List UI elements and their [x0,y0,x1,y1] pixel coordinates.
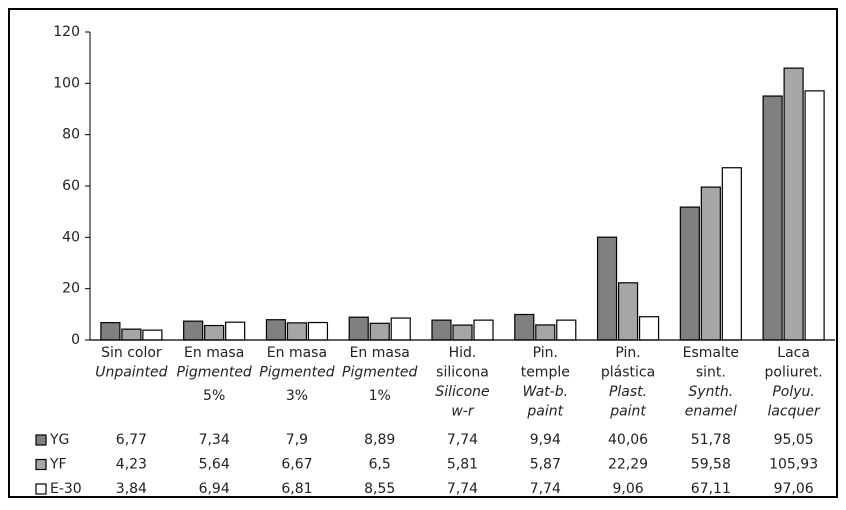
x-tick-label-en: Plast. [609,384,647,400]
table-value: 6,94 [199,481,230,497]
y-tick-label: 40 [62,229,80,245]
x-tick-label-en: Wat-b. [523,384,569,400]
table-value: 105,93 [769,457,818,473]
bar [783,67,804,341]
table-value: 51,78 [691,432,731,448]
bar [307,321,329,341]
table-value: 6,77 [116,432,147,448]
table-value: 40,06 [608,432,648,448]
bar [121,328,142,341]
bar [556,319,577,341]
x-tick-note: 1% [369,388,391,404]
x-tick-label: silicona [436,365,489,381]
x-tick-label-en: Synth. [688,384,733,400]
legend-swatch [35,483,47,495]
x-tick-label: Hid. [449,345,477,361]
y-tick-label: 60 [62,178,80,194]
bar [638,316,660,341]
x-tick-label-en: Pigmented [176,365,251,381]
x-tick-label: Pin. [615,345,640,361]
table-value: 7,74 [447,432,478,448]
x-tick-label: temple [521,365,570,381]
table-value: 7,74 [447,481,478,497]
x-tick-label: En masa [267,345,327,361]
table-value: 9,06 [612,481,643,497]
y-tick-label: 20 [62,281,80,297]
x-tick-label-en: lacquer [767,404,821,420]
bar [721,167,742,341]
table-value: 6,5 [369,457,391,473]
legend-label: YG [49,432,69,448]
x-tick-label: plástica [601,365,655,381]
bar [700,186,721,341]
bar [204,324,225,341]
legend-label: YF [49,457,67,473]
legend-swatch [35,434,47,446]
x-tick-label-en: Silicone [435,384,489,400]
bar [369,322,390,341]
x-tick-label-en: Unpainted [95,365,167,381]
bar [431,319,452,341]
x-tick-label-en: Pigmented [259,365,334,381]
x-tick-label-en: paint [526,404,563,420]
x-tick-label-en: Pigmented [342,365,417,381]
bar [452,324,473,341]
bar [473,319,494,341]
bar [265,319,287,341]
y-tick-label: 0 [71,332,80,348]
bar [142,329,163,341]
bar [390,317,411,341]
table-value: 95,05 [774,432,814,448]
bar [617,282,639,341]
y-tick-label: 100 [53,75,80,91]
x-tick-label-en: w-r [451,404,475,420]
legend-swatch [35,458,47,471]
bar [596,236,618,341]
table-value: 7,9 [286,432,308,448]
x-tick-label: Laca [777,345,810,361]
x-tick-label-en: enamel [685,404,737,420]
x-tick-label: sint. [696,365,726,381]
x-tick-label: En masa [350,345,410,361]
legend-label: E-30 [50,481,82,497]
table-value: 6,67 [281,457,312,473]
table-value: 5,64 [199,457,230,473]
table-value: 8,89 [364,432,395,448]
table-value: 67,11 [691,481,731,497]
table-value: 6,81 [281,481,312,497]
bar [514,313,535,341]
table-value: 7,74 [530,481,561,497]
bar [100,322,121,341]
y-tick-label: 120 [53,24,80,40]
x-tick-label: Sin color [101,345,162,361]
table-value: 97,06 [774,481,814,497]
bar [348,316,369,341]
bar [183,320,204,341]
y-tick-label: 80 [62,127,80,143]
table-value: 7,34 [199,432,230,448]
x-tick-label: poliuret. [765,365,823,381]
table-value: 9,94 [530,432,561,448]
bar [286,322,308,341]
table-value: 59,58 [691,457,731,473]
x-tick-note: 5% [203,388,225,404]
table-value: 5,87 [530,457,561,473]
x-tick-label: Esmalte [683,345,739,361]
table-value: 5,81 [447,457,478,473]
bar [804,90,825,341]
x-tick-note: 3% [286,388,308,404]
bar [225,321,246,341]
bar [535,324,556,341]
table-value: 22,29 [608,457,648,473]
bar [679,206,700,341]
table-value: 3,84 [116,481,147,497]
bar [762,95,783,341]
x-tick-label: Pin. [533,345,558,361]
table-value: 8,55 [364,481,395,497]
x-tick-label-en: paint [609,404,646,420]
table-value: 4,23 [116,457,147,473]
x-tick-label: En masa [184,345,244,361]
x-tick-label-en: Polyu. [772,384,815,400]
